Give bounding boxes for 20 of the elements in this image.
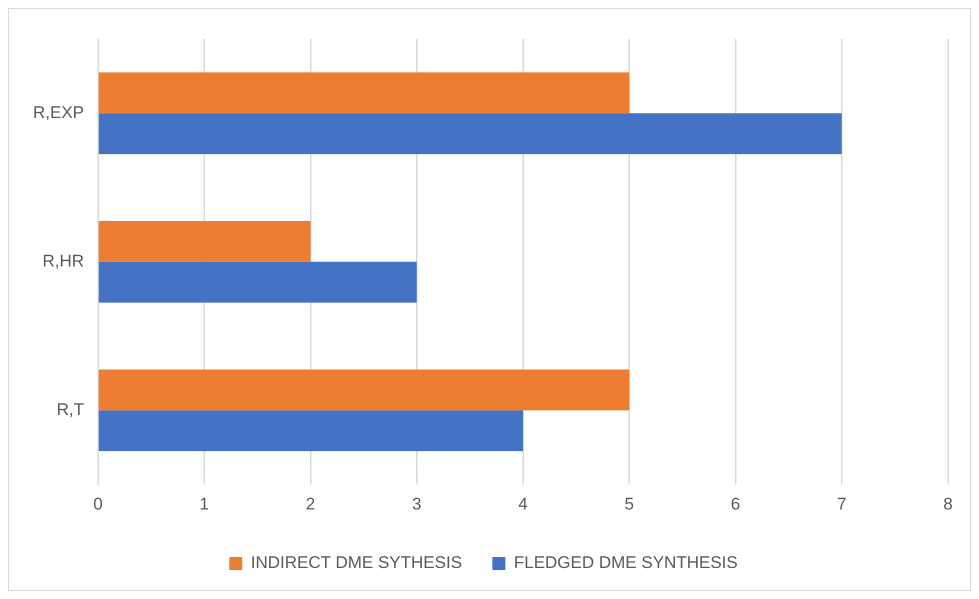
y-tick-label: R,T	[56, 400, 84, 420]
x-tick-label: 0	[93, 494, 103, 514]
y-tick-label: R,EXP	[32, 102, 84, 122]
x-tick-label: 2	[306, 494, 316, 514]
y-tick-label: R,HR	[42, 251, 84, 270]
x-tick-label: 6	[730, 494, 740, 514]
bar	[98, 410, 524, 452]
x-tick-label: 3	[412, 494, 422, 514]
bar	[98, 72, 630, 114]
x-tick-label: 8	[943, 494, 953, 514]
legend-label: INDIRECT DME SYTHESIS	[250, 553, 462, 572]
bar	[98, 369, 630, 410]
bar	[98, 220, 311, 262]
bar	[98, 113, 842, 154]
x-tick-label: 7	[837, 494, 846, 514]
bar	[98, 262, 417, 303]
x-tick-label: 4	[518, 494, 528, 514]
legend-label: FLEDGED DME SYNTHESIS	[514, 553, 738, 572]
x-tick-label: 1	[200, 494, 209, 514]
x-tick-label: 5	[624, 494, 634, 514]
